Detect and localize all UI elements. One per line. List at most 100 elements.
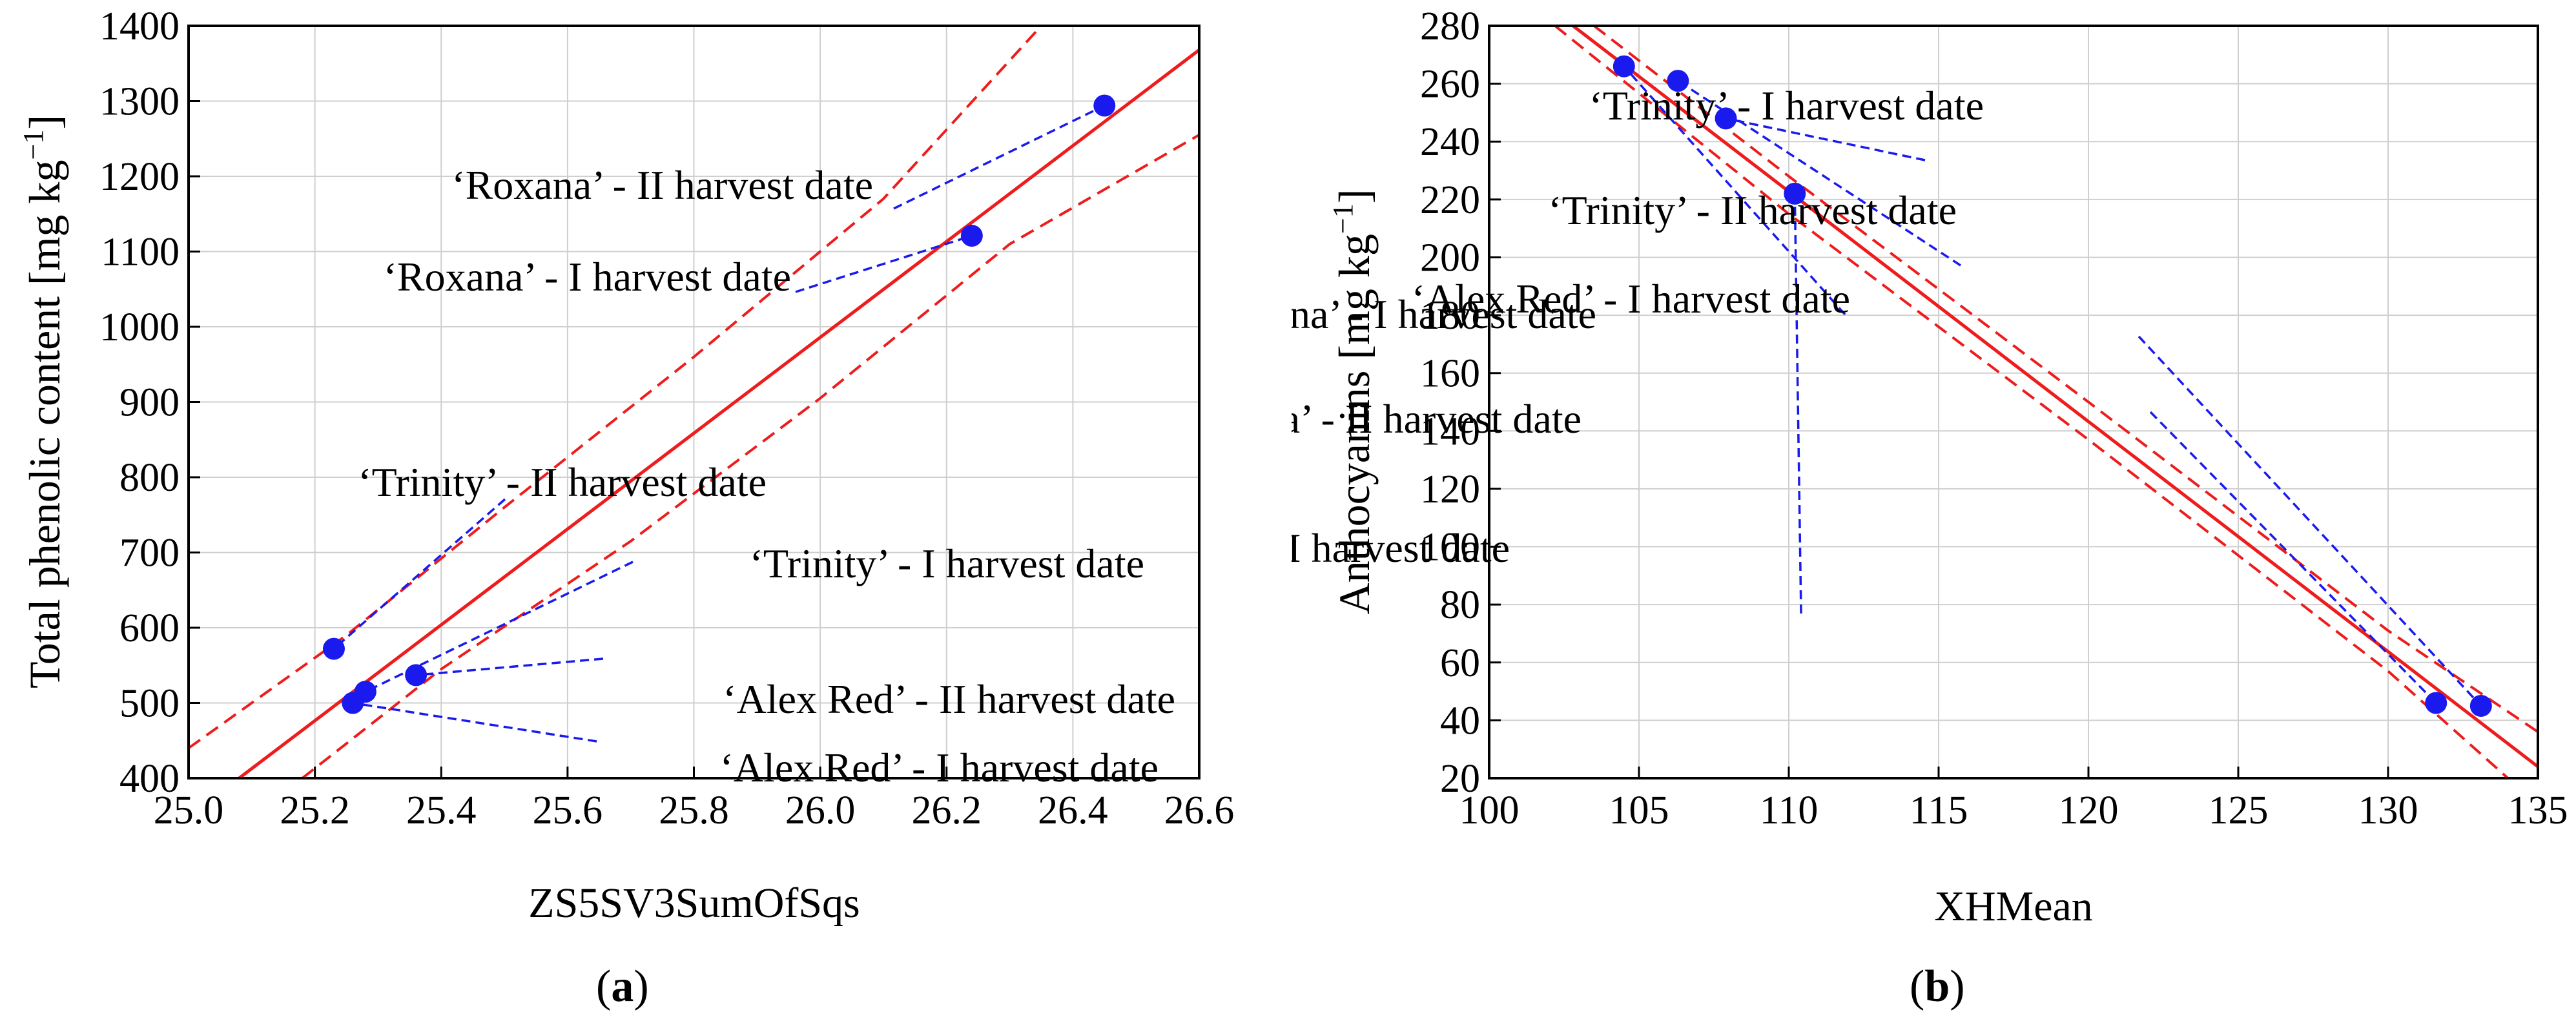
data-point xyxy=(960,225,983,247)
annotation-label: ‘Roxana’ - II harvest date xyxy=(451,162,873,208)
x-tick-label: 26.4 xyxy=(1038,789,1108,832)
annotation-label: ‘Trinity’ - II harvest date xyxy=(358,459,767,505)
y-tick-label: 1300 xyxy=(99,80,180,124)
x-tick-label: 125 xyxy=(2209,789,2269,832)
confidence-band-upper xyxy=(189,26,1042,750)
panel-letter: a xyxy=(611,962,634,1011)
x-tick-label: 105 xyxy=(1609,789,1669,832)
y-tick-label: 160 xyxy=(1420,352,1480,396)
data-point xyxy=(354,681,376,703)
x-tick-label: 25.2 xyxy=(280,789,350,832)
y-axis-label: Total phenolic content [mg kg−1] xyxy=(17,115,69,688)
data-points xyxy=(322,94,1116,714)
annotation-leader xyxy=(795,234,973,293)
y-tick-label: 600 xyxy=(119,606,180,650)
plot-frame xyxy=(187,25,1200,779)
panel-a: 25.0 25.2 25.4 25.6 25.8 26.0 26.2 26.4 26.6 400 5… xyxy=(17,5,1235,1011)
confidence-band-lower xyxy=(301,134,1199,778)
annotation-leader xyxy=(893,104,1106,210)
x-tick-label: 25.8 xyxy=(659,789,729,832)
y-tick-label: 1000 xyxy=(99,305,180,349)
panel-caption: (a) xyxy=(596,962,649,1011)
confidence-band-upper xyxy=(1593,26,2538,733)
annotation-leader xyxy=(333,498,506,650)
annotation-label: ‘Roxana’ - I harvest date xyxy=(1292,291,1596,337)
grid xyxy=(188,25,1200,779)
y-tick-label: 140 xyxy=(1420,409,1480,453)
x-tick-label: 26.2 xyxy=(912,789,982,832)
annotation-label: ‘Alex Red’ - II harvest date xyxy=(1292,525,1510,571)
data-point xyxy=(322,637,345,660)
y-tick-label: 1100 xyxy=(101,231,180,274)
y-tick-label: 40 xyxy=(1440,699,1480,743)
y-tick-label: 20 xyxy=(1440,757,1480,801)
y-axis-label: Anthocyanins [mg kg−1] xyxy=(1327,189,1379,615)
confidence-band-lower xyxy=(1554,26,2509,778)
x-tick-label: 26.0 xyxy=(785,789,856,832)
y-tick-label: 120 xyxy=(1420,468,1480,511)
y-tick-label: 400 xyxy=(119,757,180,801)
y-tick-label: 280 xyxy=(1420,5,1480,48)
x-tick-label: 25.0 xyxy=(154,789,224,832)
fit-lines xyxy=(189,26,1199,778)
regression-line xyxy=(238,48,1199,778)
x-tick-label: 25.6 xyxy=(533,789,603,832)
x-tick-label: 26.6 xyxy=(1164,789,1235,832)
regression-line xyxy=(1572,26,2538,769)
data-point xyxy=(1613,55,1635,77)
chart-b: 100 105 110 115 120 125 130 135 20 40 60 80 100 120 14… xyxy=(1292,5,2568,930)
x-tick-label: 110 xyxy=(1760,789,1819,832)
annotation-label: ‘Alex Red’ - I harvest date xyxy=(1412,276,1850,322)
annotation-leader xyxy=(2138,335,2482,707)
annotation-leader xyxy=(2149,411,2437,704)
x-tick-label: 130 xyxy=(2358,789,2418,832)
x-axis-label: XHMean xyxy=(1934,883,2093,930)
chart-a: 25.0 25.2 25.4 25.6 25.8 26.0 26.2 26.4 26.6 400 5… xyxy=(17,5,1235,927)
panel-letter: b xyxy=(1924,962,1950,1011)
x-tick-label: 25.4 xyxy=(406,789,477,832)
y-tick-label: 80 xyxy=(1440,583,1480,627)
x-tick-label: 120 xyxy=(2059,789,2119,832)
y-tick-label: 800 xyxy=(119,456,180,500)
data-point xyxy=(2425,692,2447,714)
panel-caption: (b) xyxy=(1910,962,1965,1011)
annotation-leaders xyxy=(1623,65,2482,707)
y-tick-label: 1200 xyxy=(99,155,180,199)
y-tick-label: 500 xyxy=(119,682,180,726)
data-point xyxy=(405,664,428,686)
y-tick-label: 60 xyxy=(1440,641,1480,685)
y-tick-label: 100 xyxy=(1420,526,1480,570)
annotation-label: ‘Trinity’ - II harvest date xyxy=(1548,187,1957,233)
x-tick-label: 115 xyxy=(1910,789,1968,832)
y-tick-label: 260 xyxy=(1420,63,1480,107)
annotation-label: ‘Alex Red’ - II harvest date xyxy=(723,676,1175,722)
data-point xyxy=(1784,182,1806,205)
annotation-label: ‘Roxana’ - II harvest date xyxy=(1292,396,1582,442)
y-tick-label: 700 xyxy=(119,531,180,575)
y-tick-label: 220 xyxy=(1420,178,1480,222)
x-axis-label: ZS5SV3SumOfSqs xyxy=(528,880,860,927)
plot-frame xyxy=(1488,25,2539,779)
annotation-label: ‘Roxana’ - I harvest date xyxy=(384,254,791,300)
y-tick-label: 240 xyxy=(1420,120,1480,164)
data-point xyxy=(1093,94,1116,117)
data-point xyxy=(1667,70,1689,92)
x-tick-label: 100 xyxy=(1459,789,1520,832)
annotation-leader xyxy=(1623,65,1846,316)
y-tick-label: 900 xyxy=(119,381,180,425)
y-tick-label: 180 xyxy=(1420,294,1480,338)
annotation-leader xyxy=(1793,193,1802,614)
data-point xyxy=(2469,694,2492,717)
data-points xyxy=(1613,55,2492,717)
annotation-leader xyxy=(1726,117,1926,161)
x-tick-label: 135 xyxy=(2508,789,2568,832)
annotation-leader xyxy=(415,657,604,677)
annotation-leader xyxy=(353,701,597,743)
panel-b: 100 105 110 115 120 125 130 135 20 40 60 80 100 120 14… xyxy=(1292,0,2576,1032)
annotation-label: ‘Trinity’ - I harvest date xyxy=(750,541,1144,586)
annotation-label: ‘Trinity’ - I harvest date xyxy=(1589,83,1984,129)
y-tick-label: 200 xyxy=(1420,236,1480,280)
annotation-label: ‘Alex Red’ - I harvest date xyxy=(720,745,1159,790)
y-tick-label: 1400 xyxy=(99,5,180,48)
fit-lines xyxy=(1554,26,2538,778)
